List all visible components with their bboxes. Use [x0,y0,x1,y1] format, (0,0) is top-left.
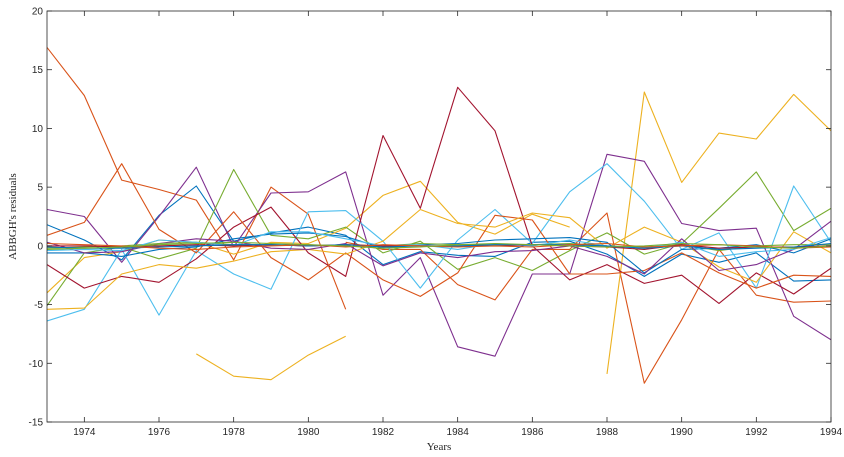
series-line-6 [606,91,831,374]
series-line-10 [47,86,831,304]
series-line-20 [47,241,831,250]
y-tick-label: -15 [29,418,44,429]
x-tick-label: 1974 [73,427,96,438]
y-tick-label: 0 [37,241,43,252]
series-line-9 [47,163,831,322]
x-tick-label: 1984 [447,427,470,438]
x-tick-label: 1994 [820,427,843,438]
x-tick-label: 1982 [372,427,395,438]
series-layer [47,47,831,384]
y-tick-label: 5 [37,183,43,194]
y-axis-ticks: -15 -10 -5 0 5 10 15 20 [29,7,831,429]
x-tick-label: 1980 [297,427,320,438]
x-axis-ticks: 1974 1976 1978 1980 1982 1984 1986 1988 1990 1992… [73,11,843,438]
y-tick-label: 15 [32,65,44,76]
x-tick-label: 1988 [596,427,619,438]
x-axis-label: Years [427,441,452,453]
y-tick-label: -10 [29,359,44,370]
x-tick-label: 1986 [521,427,544,438]
y-tick-label: 20 [32,7,44,18]
y-axis-label: ABBGH's residuals [7,173,19,260]
series-line-16 [47,231,831,257]
x-tick-label: 1976 [148,427,171,438]
series-line-7 [47,153,831,357]
y-tick-label: -5 [34,300,43,311]
series-line-5 [196,335,346,381]
series-line-3 [345,212,831,384]
x-tick-label: 1990 [671,427,694,438]
series-line-19 [47,242,831,250]
series-line-2 [47,47,347,310]
series-line-1 [47,185,831,282]
axes-box [46,10,832,423]
y-tick-label: 10 [32,124,44,135]
x-tick-label: 1978 [223,427,246,438]
x-tick-label: 1992 [745,427,768,438]
plot-area [46,10,832,423]
